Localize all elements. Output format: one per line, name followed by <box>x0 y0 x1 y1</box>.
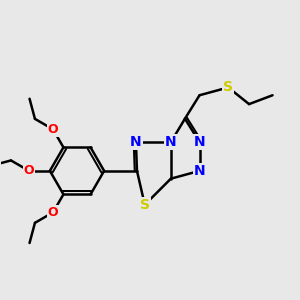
Text: N: N <box>165 135 177 149</box>
Text: O: O <box>48 206 58 219</box>
Text: N: N <box>194 135 205 149</box>
Text: S: S <box>140 198 150 212</box>
Text: N: N <box>194 164 205 178</box>
Text: O: O <box>24 164 34 177</box>
Text: N: N <box>130 135 142 149</box>
Text: S: S <box>223 80 233 94</box>
Text: O: O <box>48 123 58 136</box>
